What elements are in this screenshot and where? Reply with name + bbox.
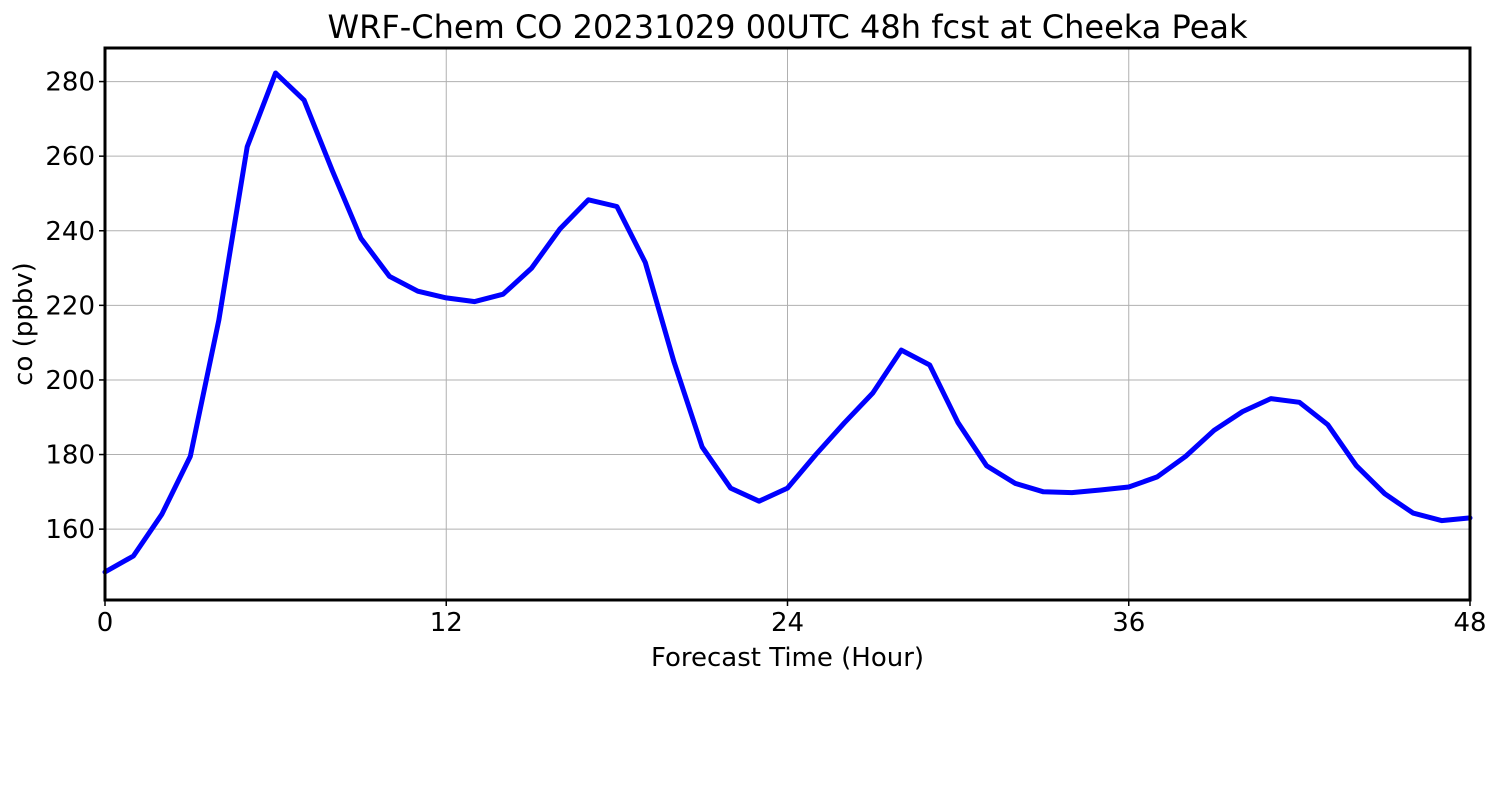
- y-tick-label: 240: [45, 217, 95, 247]
- y-tick-label: 160: [45, 515, 95, 545]
- chart-title: WRF-Chem CO 20231029 00UTC 48h fcst at C…: [327, 8, 1248, 46]
- y-tick-label: 220: [45, 291, 95, 321]
- series-line: [102, 70, 1473, 575]
- y-axis-label: co (ppbv): [9, 262, 39, 386]
- y-tick-label: 180: [45, 441, 95, 471]
- x-tick-label: 0: [97, 608, 114, 638]
- x-axis-label: Forecast Time (Hour): [651, 643, 924, 673]
- y-tick-label: 260: [45, 142, 95, 172]
- x-tick-label: 12: [430, 608, 463, 638]
- series-layer: [102, 70, 1473, 575]
- x-tick-label: 48: [1453, 608, 1486, 638]
- y-tick-label: 280: [45, 68, 95, 98]
- x-tick-label: 36: [1112, 608, 1145, 638]
- y-tick-label: 200: [45, 366, 95, 396]
- x-tick-label: 24: [771, 608, 804, 638]
- axis-ticks: 0 12 24 36 48 160 180 200 220 240 260 280: [45, 68, 1486, 638]
- grid-lines: [104, 48, 1471, 600]
